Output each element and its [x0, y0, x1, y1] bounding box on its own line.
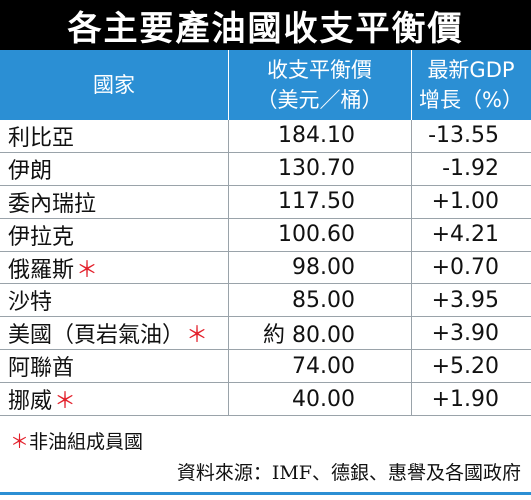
breakeven-price: 約 80.00 [263, 323, 355, 349]
header-price-line2: （美元／桶） [256, 88, 383, 112]
country-name: 挪威 [8, 389, 53, 415]
country-cell: 阿聯酋 [8, 350, 74, 382]
non-opec-star-icon: ＊ [76, 257, 99, 283]
breakeven-price: 74.00 [292, 353, 355, 379]
gdp-growth: +3.90 [431, 320, 499, 346]
country-name: 阿聯酋 [8, 356, 75, 382]
country-cell: 伊朗 [8, 153, 52, 185]
footnote-star-icon: ＊ [10, 431, 30, 453]
table-row: 美國（頁岩氣油）＊ 約 80.00 +3.90 [0, 317, 531, 351]
footnote: ＊非油組成員國 [8, 427, 143, 454]
source-note: 資料來源：IMF、德銀、惠譽及各國政府 [176, 462, 521, 484]
country-name: 利比亞 [8, 125, 75, 151]
gdp-growth: +3.95 [431, 287, 499, 313]
country-cell: 伊拉克 [8, 219, 74, 251]
gdp-growth: +4.21 [431, 222, 499, 248]
table-row: 俄羅斯＊ 98.00 +0.70 [0, 251, 531, 285]
column-divider [228, 350, 229, 383]
header-country: 國家 [0, 50, 228, 120]
gdp-growth: +0.70 [431, 255, 499, 280]
country-name: 俄羅斯 [8, 257, 75, 283]
breakeven-price: 40.00 [292, 386, 355, 412]
column-divider [411, 185, 412, 218]
non-opec-star-icon: ＊ [186, 323, 209, 349]
gdp-growth: -13.55 [428, 123, 499, 149]
table-body: 利比亞 184.10 -13.55 伊朗 130.70 -1.92 委內瑞拉 117.50 +1… [0, 120, 531, 417]
table-row: 利比亞 184.10 -13.55 [0, 120, 531, 153]
country-cell: 利比亞 [8, 120, 74, 152]
table-title: 各主要產油國收支平衡價 [0, 0, 531, 50]
column-divider [411, 317, 412, 350]
breakeven-price: 85.00 [292, 287, 355, 313]
country-cell: 美國（頁岩氣油）＊ [8, 317, 208, 349]
breakeven-price: 130.70 [278, 156, 355, 182]
country-name: 美國（頁岩氣油） [8, 323, 185, 349]
table-row: 沙特 85.00 +3.95 [0, 284, 531, 318]
country-cell: 沙特 [8, 284, 52, 316]
column-divider [228, 120, 229, 152]
breakeven-price: 184.10 [278, 123, 355, 149]
table-row: 阿聯酋 74.00 +5.20 [0, 350, 531, 384]
column-divider [228, 218, 229, 251]
header-gdp-line2: 增長（%） [419, 88, 523, 112]
country-name: 伊拉克 [8, 224, 75, 250]
column-divider [228, 251, 229, 284]
column-divider [228, 383, 229, 416]
country-name: 委內瑞拉 [8, 191, 97, 217]
column-divider [411, 152, 412, 185]
header-gdp: 最新GDP 增長（%） [411, 50, 531, 120]
footnote-text: 非油組成員國 [29, 431, 144, 453]
column-divider [411, 120, 412, 152]
country-cell: 挪威＊ [8, 383, 76, 415]
table-row: 伊朗 130.70 -1.92 [0, 152, 531, 186]
column-divider [411, 383, 412, 416]
header-country-label: 國家 [93, 73, 135, 97]
header-price-line1: 收支平衡價 [267, 58, 372, 82]
gdp-growth: +1.90 [431, 386, 499, 412]
non-opec-star-icon: ＊ [54, 389, 77, 415]
table-row: 挪威＊ 40.00 +1.90 [0, 383, 531, 417]
table-row: 伊拉克 100.60 +4.21 [0, 218, 531, 252]
gdp-growth: +1.00 [431, 189, 499, 215]
breakeven-price: 117.50 [278, 189, 355, 215]
column-divider [411, 350, 412, 383]
country-name: 沙特 [8, 290, 53, 316]
bottom-rule [0, 492, 531, 495]
breakeven-price: 98.00 [292, 255, 355, 280]
table-header: 國家 收支平衡價 （美元／桶） 最新GDP 增長（%） [0, 50, 531, 120]
header-price: 收支平衡價 （美元／桶） [228, 50, 411, 120]
column-divider [228, 185, 229, 218]
table-row: 委內瑞拉 117.50 +1.00 [0, 185, 531, 219]
gdp-growth: +5.20 [431, 353, 499, 379]
header-divider [411, 50, 412, 120]
column-divider [411, 284, 412, 317]
country-cell: 委內瑞拉 [8, 186, 96, 218]
column-divider [411, 218, 412, 251]
gdp-growth: -1.92 [442, 156, 499, 182]
header-gdp-line1: 最新GDP [427, 58, 515, 82]
country-name: 伊朗 [8, 158, 53, 184]
breakeven-price: 100.60 [278, 222, 355, 248]
column-divider [228, 284, 229, 317]
country-cell: 俄羅斯＊ [8, 252, 98, 284]
header-divider [228, 50, 229, 120]
column-divider [228, 152, 229, 185]
column-divider [411, 251, 412, 284]
column-divider [228, 317, 229, 350]
